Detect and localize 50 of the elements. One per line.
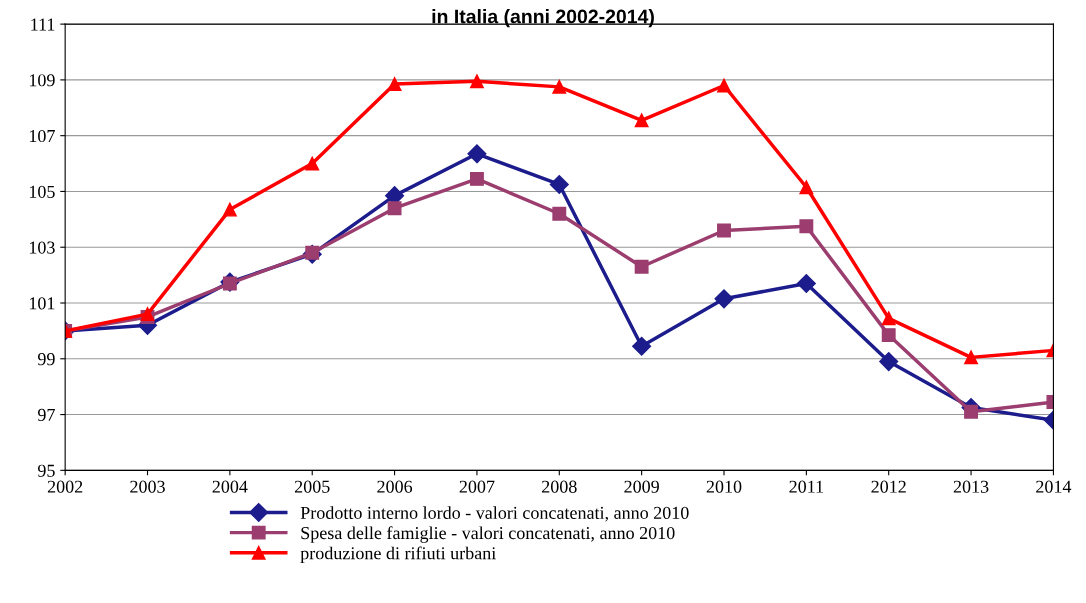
legend-label: produzione di rifiuti urbani [300,546,496,564]
x-tick-label: 2013 [953,480,989,493]
point [634,113,649,128]
y-tick-label: 101 [29,297,55,310]
point [714,289,734,309]
point [799,180,814,195]
y-tick-label: 97 [37,408,55,421]
point [549,174,569,195]
point [881,328,896,343]
point [632,336,652,356]
y-tick-label: 107 [29,129,55,143]
y-tick-label: 111 [31,18,55,31]
x-tick-label: 2003 [130,480,165,493]
x-tick-label: 2012 [871,480,906,493]
y-tick-label: 109 [29,74,55,87]
x-tick-label: 2006 [377,480,413,493]
point [717,223,731,238]
x-tick-label: 2014 [1036,480,1072,493]
x-tick-label: 2004 [212,480,248,493]
point [964,350,979,365]
point [879,352,899,372]
point [469,171,484,186]
x-tick-label: 2011 [789,480,823,493]
y-tick-label: 99 [37,353,55,366]
y-tick-label: 105 [29,185,55,198]
point [881,311,896,326]
point [387,77,402,92]
point [387,201,402,216]
legend-label: Prodotto interno lordo - valori concatenati, anno 2010 [300,506,689,522]
point [717,78,731,93]
point [469,74,484,89]
x-tick-label: 2008 [542,480,577,493]
legend-label: Spesa delle famiglie - valori concatenati, anno 2010 [301,526,675,543]
x-tick-label: 2007 [459,480,495,493]
x-tick-label: 2005 [294,480,330,493]
point [634,259,649,274]
point [799,219,814,234]
x-tick-label: 2002 [47,480,83,493]
y-tick-label: 95 [37,464,55,477]
point [964,404,979,419]
point [552,206,567,221]
x-tick-label: 2010 [706,480,742,493]
point [222,202,237,217]
point [305,156,320,171]
x-tick-label: 2009 [624,480,659,493]
point [796,273,816,294]
chart-title: in Italia (anni 2002-2014) [432,9,654,28]
point [552,79,567,94]
y-tick-label: 103 [29,241,55,254]
point [467,144,487,164]
